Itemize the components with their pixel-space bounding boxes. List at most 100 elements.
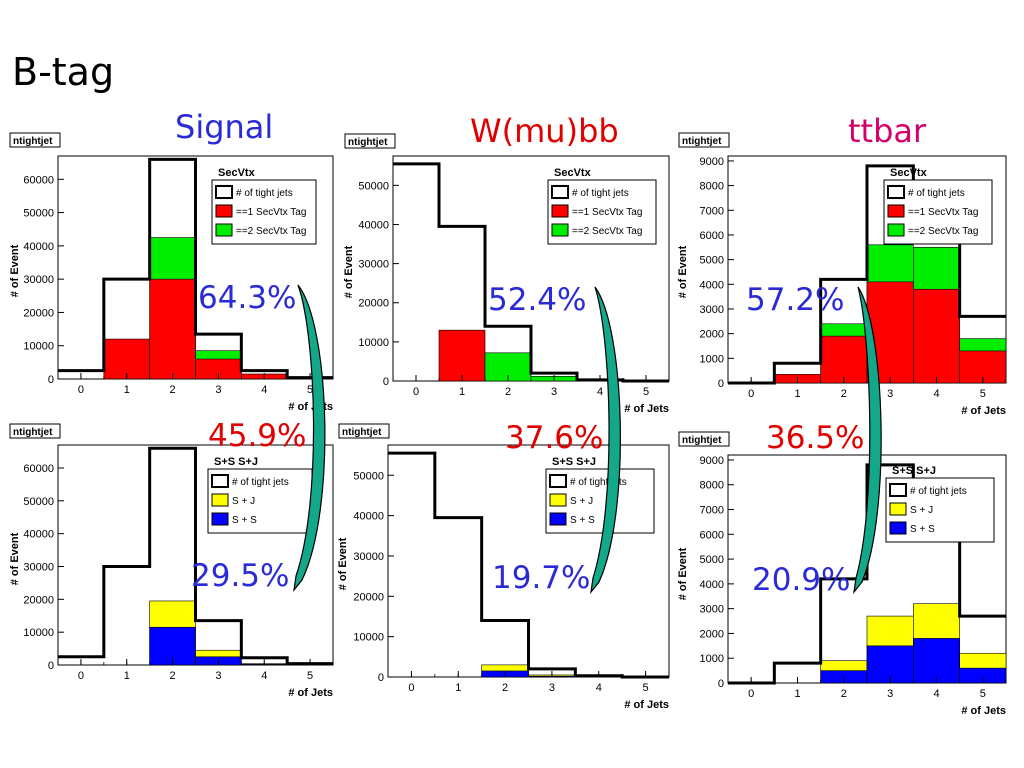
bar-s-s [866,645,914,684]
legend-title: SecVtx [554,167,592,179]
histogram-wbb_secvtx: 0 10000 20000 30000 40000 50000 0 1 2 3 4 5 # of Jet… [343,133,670,415]
x-tick-label: 4 [597,386,603,398]
x-tick-label: 0 [748,388,754,400]
x-tick-label: 5 [307,670,313,682]
y-tick-label: 20000 [358,298,389,310]
legend-entry: S + S [232,515,257,526]
y-tick-label: 2000 [700,628,724,640]
x-tick-label: 3 [887,388,893,400]
x-tick-label: 1 [124,384,130,396]
pct-ttbar-ratio: 36.5% [766,420,865,456]
legend-entry: # of tight jets [908,188,965,199]
y-tick-label: 10000 [23,627,54,639]
x-tick-label: 2 [841,388,847,400]
legend-entry: # of tight jets [570,477,627,488]
hist-name-tag: ntightjet [678,431,730,447]
legend-entry: ==1 SecVtx Tag [908,207,978,218]
legend-entry: S + J [232,496,255,507]
y-tick-label: 50000 [353,470,384,482]
legend-swatch [549,474,567,488]
bar--1-secvtx-tag [820,335,868,384]
bar--1-secvtx-tag [913,288,960,384]
bar-s-s [149,626,196,666]
legend-title: SecVtx [890,167,928,179]
y-tick-label: 7000 [700,205,724,217]
x-tick-label: 3 [551,386,557,398]
legend-entry: ==2 SecVtx Tag [572,226,642,237]
y-tick-label: 10000 [23,341,54,353]
bar--1-secvtx-tag [103,338,150,380]
hist-name-box [678,132,730,148]
legend-entry: # of tight jets [910,486,967,497]
y-axis-title: # of Event [343,245,355,298]
x-tick-label: 5 [643,386,649,398]
bar-s-s [913,638,960,684]
legend-swatch [549,493,567,507]
y-axis-title: # of Event [677,245,689,298]
histogram-ttbar_ssj: 0 1000 2000 3000 4000 5000 6000 7000 8000 9000 0 1 2… [677,431,1007,717]
x-tick-label: 1 [794,688,800,700]
y-tick-label: 40000 [353,511,384,523]
legend: S+S S+J # of tight jets S + J S + S [545,456,655,534]
x-tick-label: 1 [459,386,465,398]
x-tick-label: 5 [980,388,986,400]
y-tick-label: 20000 [23,594,54,606]
y-axis-title: # of Event [9,532,21,585]
legend-title: SecVtx [218,167,256,179]
y-tick-label: 0 [378,672,384,684]
hist-name-label: ntightjet [13,136,53,147]
y-tick-label: 5000 [700,554,724,566]
hist-name-tag: ntightjet [344,133,396,149]
y-tick-label: 30000 [23,561,54,573]
y-tick-label: 3000 [700,604,724,616]
legend-swatch [551,185,569,199]
legend-entry: S + S [910,524,935,535]
legend-entry: S + J [910,505,933,516]
x-tick-label: 4 [933,688,939,700]
legend: SecVtx # of tight jets ==1 SecVtx Tag ==2 S… [211,167,317,245]
legend-entry: S + S [570,515,595,526]
legend-swatch [211,493,229,507]
hist-name-tag: ntightjet [338,423,390,439]
pct-wbb-tag: 52.4% [488,282,587,318]
x-tick-label: 2 [841,688,847,700]
column-title-wmubb: W(mu)bb [470,112,619,150]
legend-entry: ==2 SecVtx Tag [236,226,306,237]
y-tick-label: 50000 [23,496,54,508]
y-tick-label: 60000 [23,174,54,186]
y-tick-label: 0 [383,376,389,388]
x-tick-label: 4 [261,670,267,682]
hist-name-tag: ntightjet [678,132,730,148]
legend-entry: ==2 SecVtx Tag [908,226,978,237]
x-tick-label: 1 [124,670,130,682]
hist-name-box [9,423,61,439]
legend: SecVtx # of tight jets ==1 SecVtx Tag ==2 S… [883,167,993,245]
bar-outline-tight-jets [58,157,333,380]
histogram-signal_secvtx: 0 10000 20000 30000 40000 50000 60000 0 1 2 3 4 5 # o… [9,132,334,413]
hist-name-label: ntightjet [348,137,388,148]
x-tick-label: 3 [887,688,893,700]
hist-name-box [338,423,390,439]
y-axis-title: # of Event [677,547,689,600]
legend-swatch [215,204,233,218]
hist-name-tag: ntightjet [9,423,61,439]
legend-swatch [887,185,905,199]
legend-entry: # of tight jets [236,188,293,199]
legend-swatch [889,502,907,516]
x-tick-label: 0 [408,682,414,694]
y-tick-label: 30000 [353,551,384,563]
x-tick-label: 1 [794,388,800,400]
x-tick-label: 5 [980,688,986,700]
x-axis-title: # of Jets [288,401,333,413]
x-tick-label: 2 [505,386,511,398]
legend-entry: # of tight jets [572,188,629,199]
y-tick-label: 10000 [358,337,389,349]
pct-wbb-ratio: 37.6% [505,420,604,456]
y-tick-label: 1000 [700,353,724,365]
legend-title: S+S S+J [214,456,258,468]
x-tick-label: 3 [215,384,221,396]
x-tick-label: 5 [643,682,649,694]
legend-title: S+S S+J [552,456,596,468]
y-tick-label: 40000 [358,219,389,231]
x-tick-label: 2 [502,682,508,694]
